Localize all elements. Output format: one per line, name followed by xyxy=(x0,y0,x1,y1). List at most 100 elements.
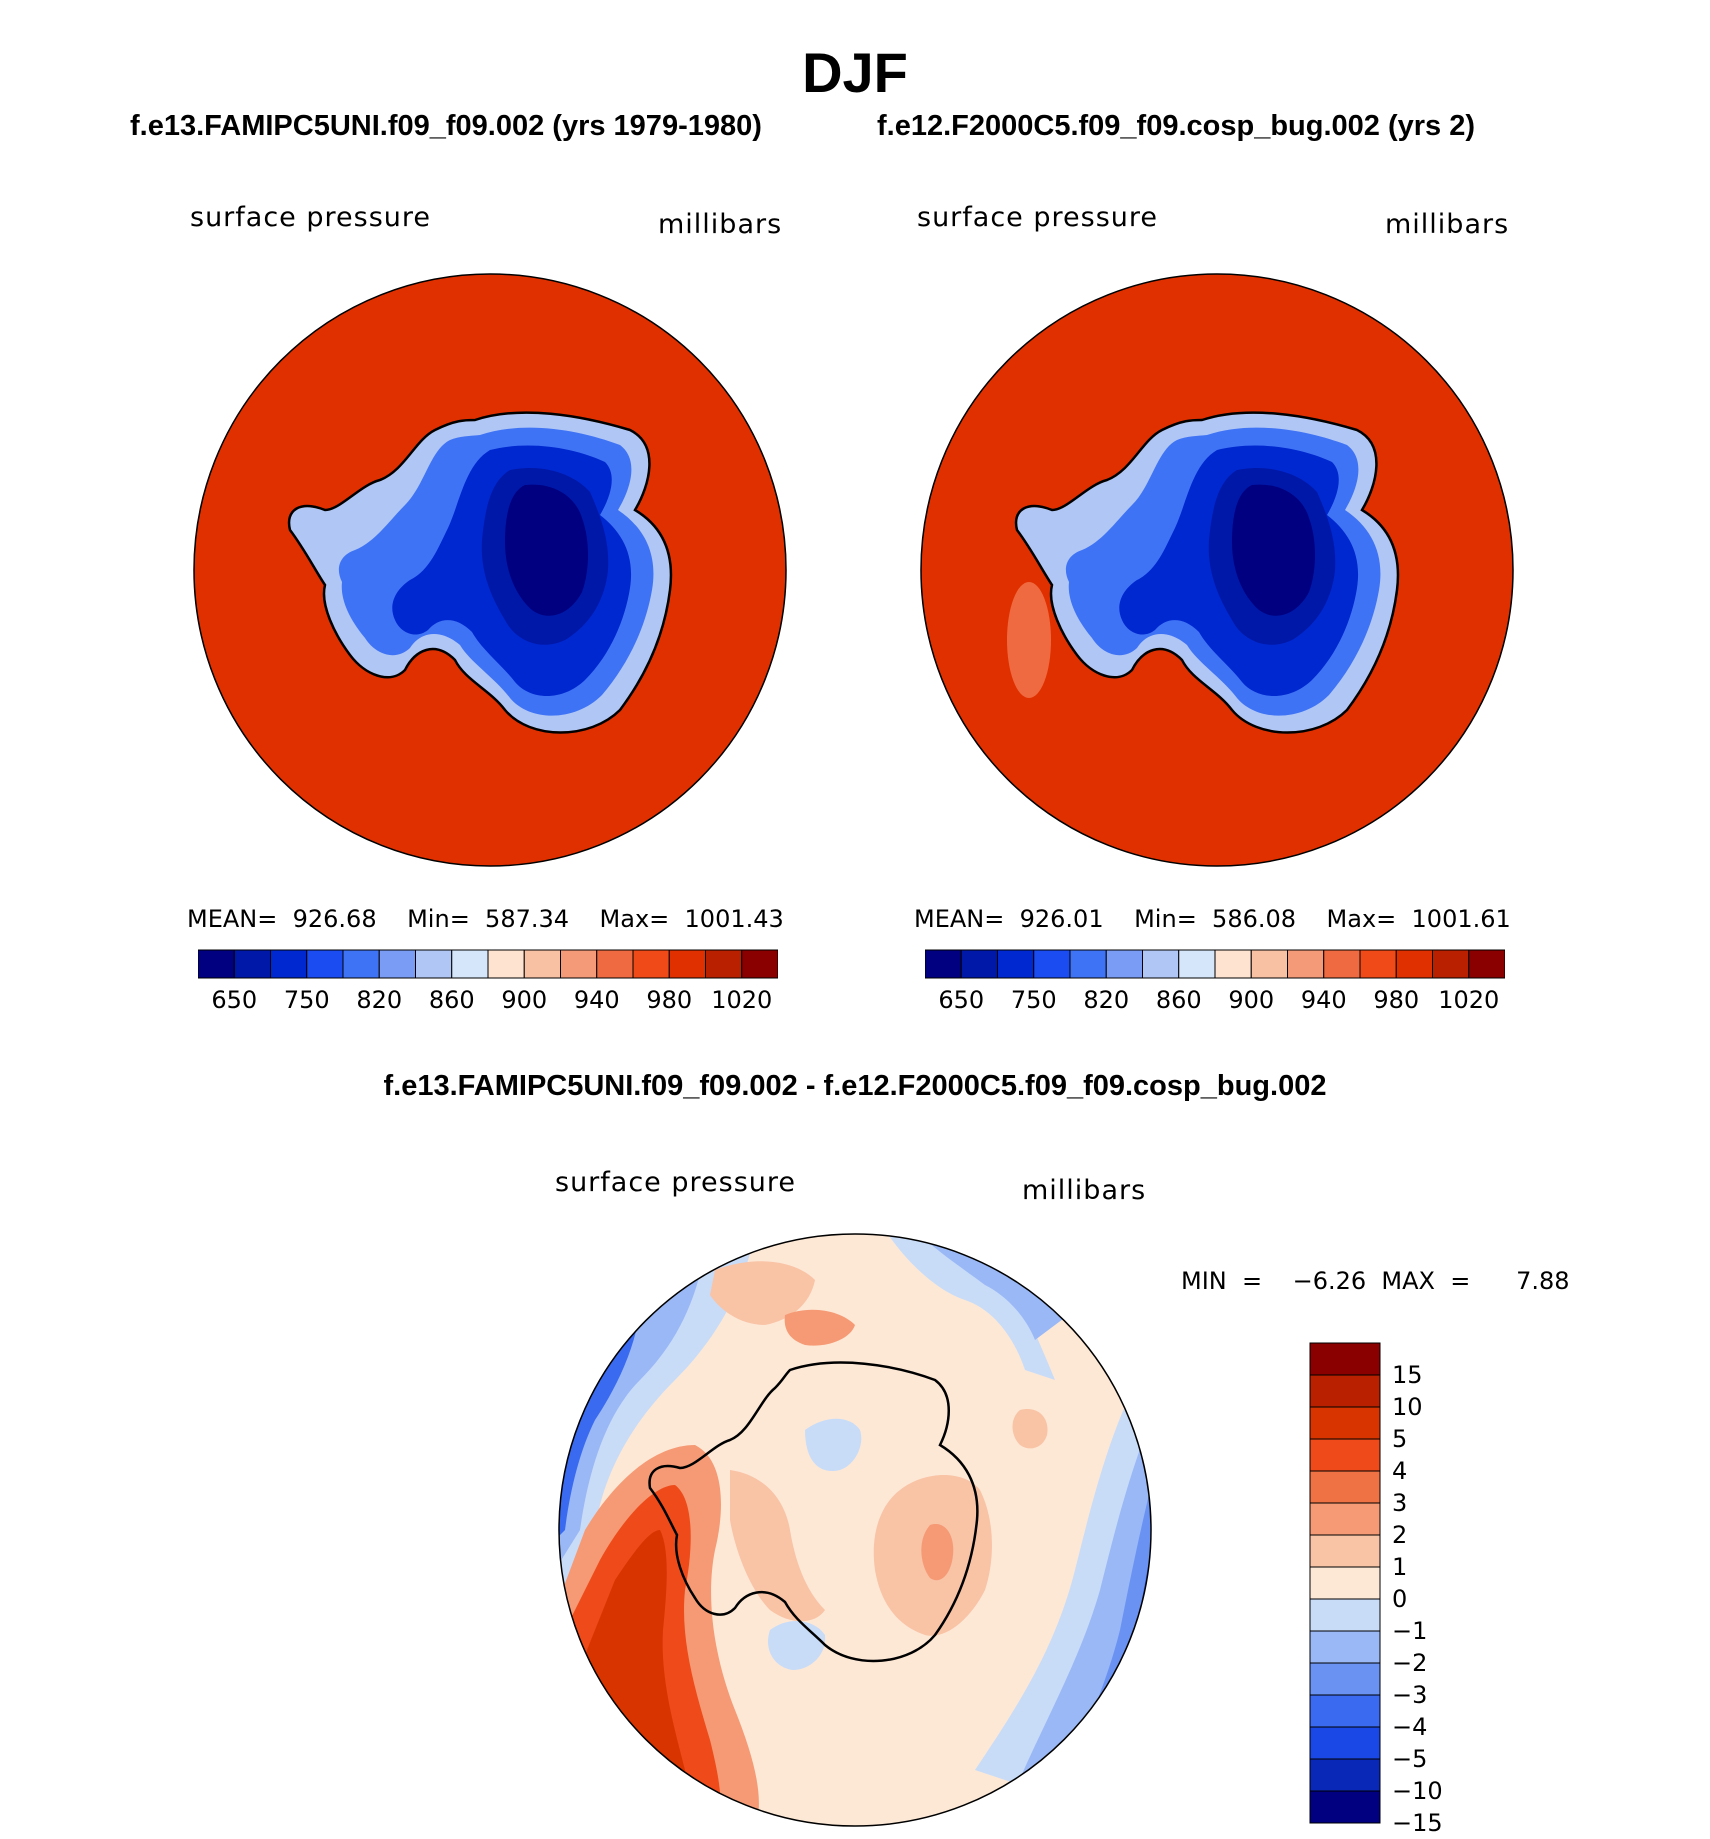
diff-colorbar-tick-label: 1 xyxy=(1392,1553,1407,1581)
left-colorbar-tick-label: 980 xyxy=(646,986,692,1014)
difference-title: f.e13.FAMIPC5UNI.f09_f09.002 - f.e12.F20… xyxy=(383,1070,1327,1102)
right-stats: MEAN= 926.01 Min= 586.08 Max= 1001.61 xyxy=(914,905,1511,933)
left-case-title: f.e13.FAMIPC5UNI.f09_f09.002 (yrs 1979-1… xyxy=(130,110,762,142)
right-colorbar-swatch xyxy=(1105,949,1143,979)
left-antarctica-field xyxy=(289,412,671,733)
diff-colorbar-tick-label: 15 xyxy=(1392,1361,1423,1389)
right-colorbar-tick-label: 750 xyxy=(1011,986,1057,1014)
diff-colorbar-tick-label: 3 xyxy=(1392,1489,1407,1517)
diff-colorbar-tick-label: 0 xyxy=(1392,1585,1407,1613)
left-colorbar-swatch xyxy=(668,949,706,979)
left-colorbar-swatch xyxy=(451,949,489,979)
right-colorbar-tick-label: 980 xyxy=(1373,986,1419,1014)
right-colorbar-swatch xyxy=(1214,949,1252,979)
diff-colorbar-tick-label: 5 xyxy=(1392,1425,1407,1453)
left-colorbar-swatch xyxy=(705,949,743,979)
right-map-low-pressure-patch xyxy=(1007,582,1051,698)
right-colorbar-tick-label: 940 xyxy=(1301,986,1347,1014)
diff-colorbar-tick-label: 4 xyxy=(1392,1457,1407,1485)
right-colorbar: 650 750 820 860 900 940 980 1020 xyxy=(925,949,1505,1014)
diff-colorbar-tick-label: 10 xyxy=(1392,1393,1423,1421)
diff-colorbar-swatch xyxy=(1309,1694,1381,1728)
left-colorbar-swatch xyxy=(415,949,453,979)
diff-colorbar-tick-label: 2 xyxy=(1392,1521,1407,1549)
right-colorbar-swatch xyxy=(1287,949,1325,979)
right-colorbar-tick-label: 1020 xyxy=(1438,986,1499,1014)
right-colorbar-swatch xyxy=(1432,949,1470,979)
left-colorbar-tick-label: 750 xyxy=(284,986,330,1014)
left-units-label: millibars xyxy=(658,209,783,240)
diff-colorbar-swatch xyxy=(1309,1662,1381,1696)
diff-colorbar-swatch xyxy=(1309,1726,1381,1760)
diff-colorbar-tick-label: −5 xyxy=(1392,1745,1427,1773)
diff-colorbar-swatch xyxy=(1309,1758,1381,1792)
right-colorbar-tick-label: 900 xyxy=(1228,986,1274,1014)
left-colorbar: 650 750 820 860 900 940 980 1020 xyxy=(198,949,778,1014)
left-colorbar-swatch xyxy=(378,949,416,979)
right-colorbar-swatch xyxy=(1142,949,1180,979)
left-colorbar-tick-label: 900 xyxy=(501,986,547,1014)
right-colorbar-swatch xyxy=(960,949,998,979)
left-coastline xyxy=(287,411,673,734)
left-colorbar-swatch xyxy=(632,949,670,979)
right-units-label: millibars xyxy=(1385,209,1510,240)
right-colorbar-swatch xyxy=(1359,949,1397,979)
diff-colorbar-tick-label: −3 xyxy=(1392,1681,1427,1709)
difference-coastline xyxy=(648,1361,979,1663)
right-colorbar-swatch xyxy=(1033,949,1071,979)
diff-variable-label: surface pressure xyxy=(555,1167,796,1198)
left-colorbar-tick-label: 860 xyxy=(429,986,475,1014)
right-colorbar-swatch xyxy=(1468,949,1505,979)
left-colorbar-swatch xyxy=(198,949,235,979)
diff-units-label: millibars xyxy=(1022,1175,1147,1206)
diff-colorbar-swatch xyxy=(1309,1502,1381,1536)
left-colorbar-swatch xyxy=(741,949,778,979)
diff-colorbar-swatch xyxy=(1309,1534,1381,1568)
left-colorbar-swatch xyxy=(487,949,525,979)
left-colorbar-tick-label: 940 xyxy=(574,986,620,1014)
figure-title: DJF xyxy=(802,41,908,104)
left-colorbar-swatch xyxy=(270,949,308,979)
right-colorbar-swatch xyxy=(1395,949,1433,979)
right-antarctica-field xyxy=(1016,412,1398,733)
diff-colorbar-swatch xyxy=(1309,1566,1381,1600)
diff-colorbar-swatch xyxy=(1309,1630,1381,1664)
left-colorbar-swatch xyxy=(523,949,561,979)
diff-colorbar-swatch xyxy=(1309,1790,1381,1824)
right-variable-label: surface pressure xyxy=(917,202,1158,233)
right-colorbar-swatch xyxy=(997,949,1035,979)
left-variable-label: surface pressure xyxy=(190,202,431,233)
diff-colorbar-tick-label: −2 xyxy=(1392,1649,1427,1677)
right-colorbar-swatch xyxy=(1323,949,1361,979)
left-stats: MEAN= 926.68 Min= 587.34 Max= 1001.43 xyxy=(187,905,784,933)
left-colorbar-swatch xyxy=(342,949,380,979)
right-colorbar-swatch xyxy=(1250,949,1288,979)
left-colorbar-swatch xyxy=(233,949,271,979)
diff-colorbar-swatch xyxy=(1309,1374,1381,1408)
right-case-title: f.e12.F2000C5.f09_f09.cosp_bug.002 (yrs … xyxy=(877,110,1476,142)
left-colorbar-tick-label: 650 xyxy=(211,986,257,1014)
right-map xyxy=(920,273,1514,867)
difference-map-border xyxy=(558,1233,1152,1827)
diff-colorbar-swatch xyxy=(1309,1406,1381,1440)
difference-field xyxy=(559,1234,1151,1826)
right-colorbar-tick-label: 650 xyxy=(938,986,984,1014)
diff-colorbar-swatch xyxy=(1309,1470,1381,1504)
left-colorbar-tick-label: 820 xyxy=(356,986,402,1014)
diff-colorbar-tick-label: −15 xyxy=(1392,1809,1443,1837)
diff-colorbar-swatch xyxy=(1309,1438,1381,1472)
left-map xyxy=(193,273,787,867)
right-colorbar-swatch xyxy=(1069,949,1107,979)
right-colorbar-tick-label: 860 xyxy=(1156,986,1202,1014)
diff-colorbar-swatch xyxy=(1309,1342,1381,1376)
left-colorbar-swatch xyxy=(306,949,344,979)
diff-stats: MIN = −6.26 MAX = 7.88 xyxy=(1181,1267,1570,1295)
difference-map xyxy=(558,1233,1152,1827)
right-colorbar-tick-label: 820 xyxy=(1083,986,1129,1014)
right-colorbar-swatch xyxy=(1178,949,1216,979)
left-colorbar-tick-label: 1020 xyxy=(711,986,772,1014)
left-colorbar-swatch xyxy=(596,949,634,979)
right-coastline xyxy=(1014,411,1400,734)
diff-colorbar-tick-label: −4 xyxy=(1392,1713,1427,1741)
